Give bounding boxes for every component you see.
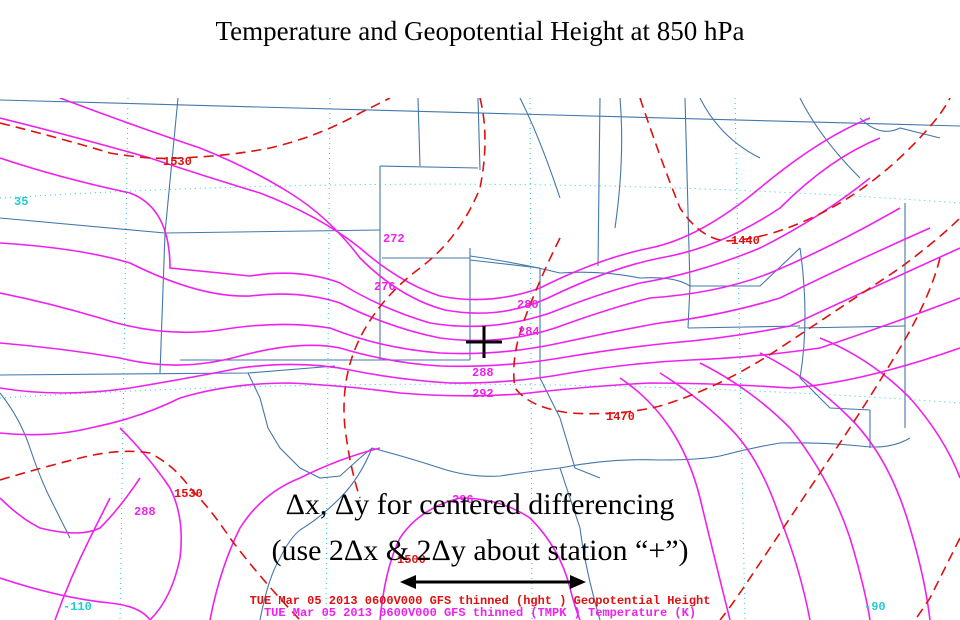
map-canvas: 272 276 280 284 288 292 296 288 1530 144… xyxy=(0,98,960,620)
delta-arrow xyxy=(400,575,586,589)
page-title: Temperature and Geopotential Height at 8… xyxy=(215,16,745,46)
isotherms xyxy=(0,98,960,620)
height-labels: 1530 1440 1470 1530 1500 xyxy=(163,155,760,567)
state-borders xyxy=(0,98,960,620)
height-label-1470: 1470 xyxy=(606,410,635,424)
isotherm-label-296: 296 xyxy=(452,493,474,507)
height-label-1440: 1440 xyxy=(731,234,760,248)
station-marker xyxy=(466,326,502,358)
annotation-line-2: (use 2Δx & 2Δy about station “+”) xyxy=(271,534,689,567)
isotherm-labels: 272 276 280 284 288 292 296 288 xyxy=(134,232,540,519)
isotherm-label-288: 288 xyxy=(472,366,494,380)
weather-map: 272 276 280 284 288 292 296 288 1530 144… xyxy=(0,98,960,620)
height-label-1530-south: 1530 xyxy=(174,487,203,501)
height-contours xyxy=(0,98,960,620)
lat-label-35: 35 xyxy=(14,195,28,209)
isotherm-label-284: 284 xyxy=(518,325,540,339)
isotherm-label-292: 292 xyxy=(472,387,494,401)
footer-height-text: TUE Mar 05 2013 0600V000 GFS thinned (hg… xyxy=(250,594,711,608)
isotherm-label-272: 272 xyxy=(383,232,405,246)
annotation-line-1: Δx, Δy for centered differencing xyxy=(285,488,675,521)
isotherm-label-280: 280 xyxy=(517,298,539,312)
latlon-labels: 35 -110 -90 xyxy=(14,195,886,614)
isotherm-label-288-west: 288 xyxy=(134,505,156,519)
height-label-1530: 1530 xyxy=(163,155,192,169)
footer-temperature-text: TUE Mar 05 2013 0600V000 GFS thinned (TM… xyxy=(264,606,696,620)
lon-label-110: -110 xyxy=(63,600,92,614)
height-label-1500: 1500 xyxy=(397,553,426,567)
lon-label-90: -90 xyxy=(864,600,886,614)
isotherm-label-276: 276 xyxy=(374,280,396,294)
